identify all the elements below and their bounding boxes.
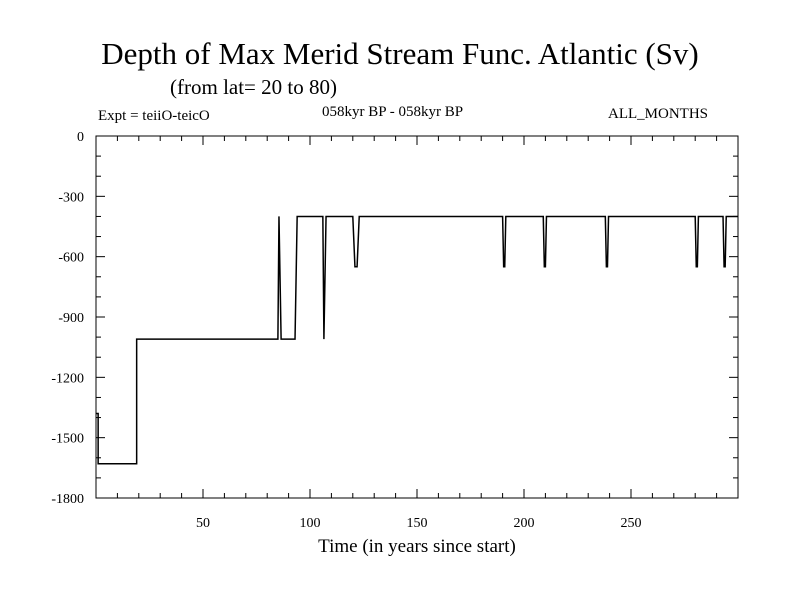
y-tick-label: -600 — [58, 251, 84, 266]
y-tick-label: -1500 — [51, 432, 84, 447]
chart-title: Depth of Max Merid Stream Func. Atlantic… — [101, 36, 699, 71]
plot-frame — [95, 135, 739, 499]
y-tick-label: -1200 — [51, 371, 84, 386]
y-tick-label: -300 — [58, 190, 84, 205]
x-tick-label: 200 — [514, 516, 535, 531]
x-tick-label: 50 — [196, 516, 210, 531]
x-tick-label: 100 — [300, 516, 321, 531]
time-range-label: 058kyr BP - 058kyr BP — [322, 104, 464, 120]
months-label: ALL_MONTHS — [608, 106, 708, 122]
chart-subtitle: (from lat= 20 to 80) — [170, 75, 337, 99]
y-tick-label: 0 — [77, 130, 84, 145]
axis-tick-labels: 50 100 150 200 250 0 -300 -600 -900 -1200 -1500 -18… — [51, 130, 641, 531]
x-tick-label: 250 — [621, 516, 642, 531]
y-tick-label: -1800 — [51, 492, 84, 507]
y-tick-label: -900 — [58, 311, 84, 326]
experiment-label: Expt = teiiO-teicO — [98, 108, 210, 124]
x-tick-label: 150 — [407, 516, 428, 531]
axis-ticks — [96, 135, 738, 499]
series-line — [96, 215, 738, 465]
x-axis-title: Time (in years since start) — [318, 536, 516, 557]
